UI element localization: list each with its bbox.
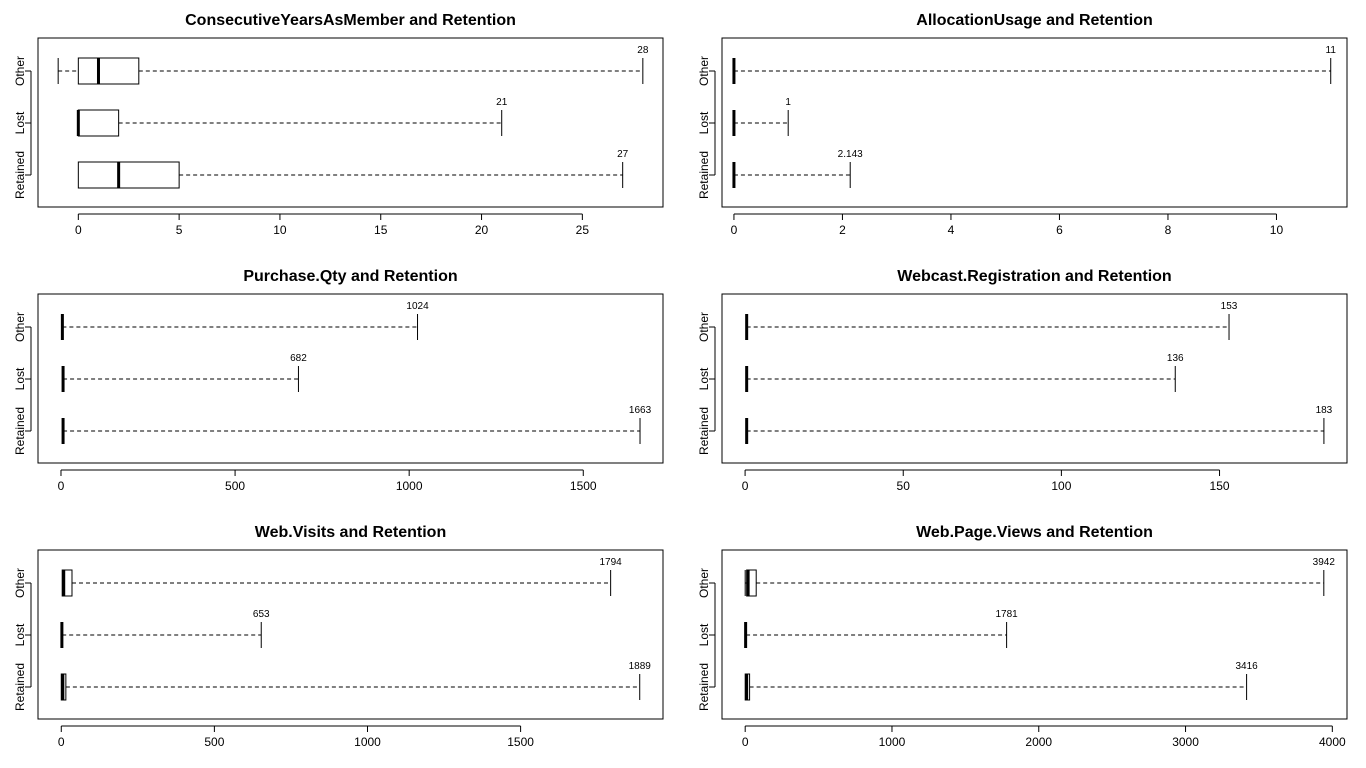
x-tick-label: 1500 [570, 479, 597, 493]
max-value-label: 1663 [629, 405, 652, 416]
x-tick-label: 10 [1270, 223, 1284, 237]
x-tick-label: 2000 [1025, 735, 1052, 749]
x-tick-label: 5 [176, 223, 183, 237]
panel-title: ConsecutiveYearsAsMember and Retention [185, 12, 516, 29]
category-label: Other [13, 56, 27, 86]
iqr-box [77, 109, 120, 137]
x-tick-label: 1000 [879, 735, 906, 749]
iqr-box [61, 569, 73, 597]
iqr-box [77, 57, 140, 85]
x-tick-label: 150 [1210, 479, 1230, 493]
x-tick-label: 1000 [354, 735, 381, 749]
x-tick-label: 50 [897, 479, 911, 493]
max-value-label: 153 [1221, 301, 1238, 312]
x-tick-label: 0 [58, 735, 65, 749]
plot-frame [721, 293, 1348, 464]
x-tick-label: 2 [839, 223, 846, 237]
x-tick-label: 500 [204, 735, 224, 749]
category-label: Other [13, 568, 27, 598]
plot-frame [37, 549, 664, 720]
category-label: Retained [697, 151, 711, 199]
panel-title: Webcast.Registration and Retention [897, 268, 1171, 285]
category-label: Retained [13, 407, 27, 455]
category-label: Lost [697, 367, 711, 390]
max-value-label: 1 [785, 97, 791, 108]
x-tick-label: 0 [75, 223, 82, 237]
category-label: Lost [697, 623, 711, 646]
max-value-label: 1024 [406, 301, 429, 312]
max-value-label: 136 [1167, 353, 1184, 364]
x-tick-label: 1000 [396, 479, 423, 493]
x-tick-label: 15 [374, 223, 388, 237]
max-value-label: 1781 [995, 609, 1018, 620]
max-value-label: 3942 [1313, 557, 1336, 568]
category-label: Retained [13, 663, 27, 711]
category-label: Retained [697, 663, 711, 711]
plot-frame [37, 293, 664, 464]
max-value-label: 2.143 [838, 149, 863, 160]
panel-title: Purchase.Qty and Retention [243, 268, 457, 285]
x-tick-label: 4000 [1319, 735, 1346, 749]
x-tick-label: 0 [58, 479, 65, 493]
x-tick-label: 100 [1051, 479, 1071, 493]
category-label: Lost [13, 623, 27, 646]
max-value-label: 1889 [629, 661, 652, 672]
x-tick-label: 4 [948, 223, 955, 237]
max-value-label: 1794 [600, 557, 623, 568]
x-tick-label: 8 [1165, 223, 1172, 237]
x-tick-label: 0 [731, 223, 738, 237]
x-tick-label: 0 [742, 479, 749, 493]
iqr-box [77, 161, 180, 189]
category-label: Retained [697, 407, 711, 455]
max-value-label: 653 [253, 609, 270, 620]
category-label: Other [13, 312, 27, 342]
panel-title: Web.Visits and Retention [255, 524, 446, 541]
max-value-label: 28 [637, 45, 649, 56]
x-tick-label: 25 [576, 223, 590, 237]
x-tick-label: 6 [1056, 223, 1063, 237]
max-value-label: 11 [1326, 45, 1337, 56]
x-tick-label: 0 [742, 735, 749, 749]
max-value-label: 3416 [1235, 661, 1258, 672]
max-value-label: 183 [1316, 405, 1333, 416]
x-tick-label: 10 [273, 223, 287, 237]
plot-frame [721, 549, 1348, 720]
x-tick-label: 20 [475, 223, 489, 237]
category-label: Other [697, 312, 711, 342]
category-label: Lost [697, 111, 711, 134]
max-value-label: 27 [617, 149, 629, 160]
category-label: Lost [13, 367, 27, 390]
panel-title: Web.Page.Views and Retention [916, 524, 1153, 541]
category-label: Other [697, 56, 711, 86]
x-tick-label: 1500 [507, 735, 534, 749]
plot-frame [721, 37, 1348, 208]
panel-title: AllocationUsage and Retention [916, 12, 1152, 29]
category-label: Lost [13, 111, 27, 134]
category-label: Other [697, 568, 711, 598]
x-tick-label: 3000 [1172, 735, 1199, 749]
plot-frame [37, 37, 664, 208]
max-value-label: 21 [496, 97, 508, 108]
max-value-label: 682 [290, 353, 307, 364]
category-label: Retained [13, 151, 27, 199]
x-tick-label: 500 [225, 479, 245, 493]
